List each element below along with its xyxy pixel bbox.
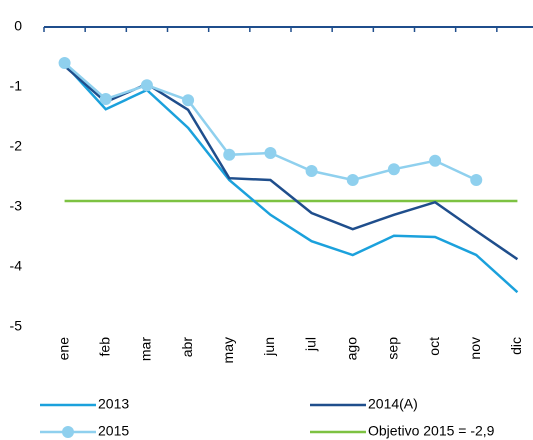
point <box>182 94 195 107</box>
x-tick-label: jun <box>261 337 277 357</box>
x-tick-label: feb <box>96 337 112 357</box>
legend-label: Objetivo 2015 = -2,9 <box>368 423 495 439</box>
x-tick-label: nov <box>467 337 483 360</box>
point <box>387 163 400 176</box>
y-tick-label: -5 <box>10 318 23 334</box>
point <box>264 147 277 159</box>
x-tick-label: ago <box>343 337 359 361</box>
y-tick-label: -2 <box>10 138 23 154</box>
y-tick-label: -1 <box>10 78 23 94</box>
legend-marker <box>62 426 74 438</box>
x-tick-label: jul <box>302 337 318 352</box>
point <box>223 148 236 161</box>
legend-label: 2013 <box>98 396 129 412</box>
series-line <box>63 63 519 294</box>
series-line <box>63 62 477 182</box>
legend-label: 2015 <box>98 423 129 439</box>
legend-label: 2014(A) <box>368 396 418 412</box>
point <box>58 57 71 69</box>
point <box>99 93 112 105</box>
point <box>140 79 153 92</box>
x-tick-label: ene <box>55 337 71 361</box>
y-tick-label: -4 <box>10 258 23 274</box>
point <box>305 165 318 177</box>
point <box>346 174 359 186</box>
x-tick-label: may <box>220 337 236 363</box>
x-tick-label: sep <box>385 337 401 360</box>
x-tick-label: dic <box>508 337 524 355</box>
x-tick-label: abr <box>179 337 195 358</box>
point <box>470 174 483 186</box>
y-tick-label: -3 <box>10 198 23 214</box>
y-tick-label: 0 <box>14 18 22 34</box>
x-tick-label: oct <box>426 337 442 356</box>
point <box>429 154 442 167</box>
x-tick-label: mar <box>138 337 154 361</box>
